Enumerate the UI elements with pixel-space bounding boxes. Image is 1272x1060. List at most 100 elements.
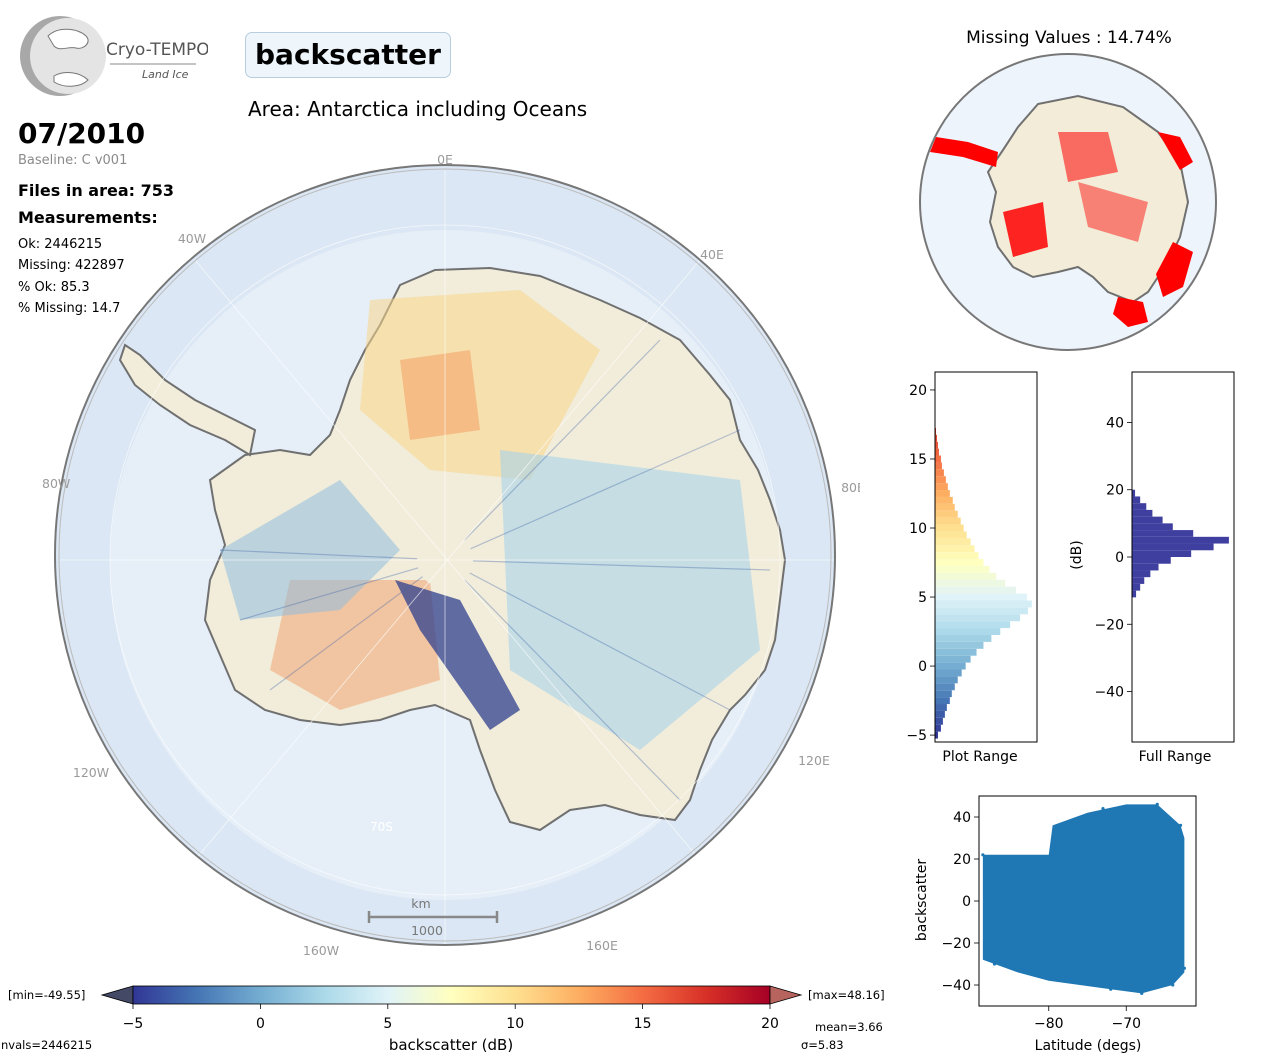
colorbar-label: backscatter (dB) [389,1036,513,1054]
colorbar-tick-label: 15 [634,1016,652,1032]
scale-unit: km [411,896,430,911]
histogram-bar [935,621,1011,629]
histogram-bar [935,455,941,463]
scatter-point [1016,920,1020,924]
full-range-label: Full Range [1139,749,1212,765]
histogram-tick-label: 40 [1106,415,1124,431]
histogram-bar [935,704,947,711]
missing-south-coast [1113,297,1148,327]
histogram-bar [935,635,992,642]
histogram-bar [935,565,990,573]
colorbar-tick-label: 5 [383,1016,392,1032]
data-swath-east [500,450,760,750]
histogram-bar [1132,543,1214,551]
histogram-bar [935,496,953,504]
histogram-bar [935,586,1017,594]
histogram-bar [935,559,984,566]
histogram-bar [935,538,971,546]
histogram-tick-label: 15 [909,452,927,468]
histogram-bar [935,524,964,532]
lon-label-40w: 40W [178,231,206,246]
scatter-point [1182,966,1186,970]
scatter-ytick-label: −40 [941,978,971,994]
scatter-point [1000,888,1004,893]
colorbar-sigma: σ=5.83 [801,1038,844,1052]
colorbar-under-arrow [100,985,134,1005]
date-label: 07/2010 [18,117,146,150]
histogram-bar [1132,496,1141,504]
plot-range-histogram: −5 0 5 10 15 20 Plot Range [906,371,1038,765]
histogram-bar [935,552,979,560]
missing-values-map [919,53,1217,351]
scatter-point [1109,987,1113,991]
full-range-histogram: −40 −20 0 20 40 (dB) Full Range [1069,371,1235,765]
histogram-tick-label: −40 [1094,685,1124,701]
colorbar-max-label: [max=48.16] [808,988,885,1002]
scatter-ytick-label: 0 [962,894,971,910]
missing-southeast-coast [1156,242,1193,297]
colorbar-tick-label: 10 [506,1016,524,1032]
scatter-point [1051,972,1055,977]
histogram-bar [935,683,955,691]
scatter-xlabel: Latitude (degs) [1035,1038,1142,1054]
histogram-bar [935,628,1001,636]
histogram-bar [935,717,943,725]
measurements-heading: Measurements: [18,208,158,227]
scatter-point [1116,958,1121,962]
histogram-bar [935,510,958,518]
histogram-tick-label: 0 [1115,550,1124,566]
scatter-point [1163,846,1167,851]
scatter-point [1031,874,1035,878]
colorbar-nvals: nvals=2446215 [1,1038,92,1052]
colorbar-tick-label: 0 [256,1016,265,1032]
colorbar-gradient [132,985,771,1005]
histogram-bar [935,476,946,484]
histogram-bar [935,676,958,684]
histogram-bar [1132,530,1194,537]
scatter-ytick-label: 20 [953,852,971,868]
histogram-bar [1132,590,1137,598]
histogram-bar [1132,550,1192,557]
missing-values-title: Missing Values : 14.74% [966,28,1172,48]
missing-north-interior [1058,132,1118,182]
histogram-bar [935,572,997,580]
histogram-bar [1132,570,1151,578]
scatter-point [992,962,997,966]
colorbar-tick-label: 20 [761,1016,779,1032]
scatter-point [1062,823,1066,827]
scatter-point [1171,983,1175,987]
lon-label-40e: 40E [700,247,724,262]
cryo-tempo-logo: Cryo-TEMPO Land Ice [20,16,208,96]
histogram-bar [935,483,948,491]
scatter-xtick-label: −80 [1034,1016,1064,1032]
data-swath-central [220,480,400,620]
logo-subtitle: Land Ice [142,68,189,81]
logo-name: Cryo-TEMPO [106,40,208,60]
histogram-tick-label: 5 [918,590,927,606]
scatter-point [1093,811,1097,815]
histogram-bar [935,648,977,656]
plot-range-label: Plot Range [942,749,1017,765]
scatter-point [1147,930,1152,935]
colorbar-mean: mean=3.66 [815,1020,883,1034]
histogram-tick-label: −20 [1094,617,1124,633]
histogram-bar [935,469,944,477]
lon-label-0e: 0E [437,152,453,167]
missing-east-interior [1078,182,1148,242]
stat-missing: Missing: 422897 [18,258,125,273]
histogram-bar [935,441,938,449]
scatter-density [982,804,1185,994]
histogram-bar [1132,557,1171,564]
histogram-bar [935,545,975,553]
histogram-bar [935,669,962,677]
colorbar: −5 0 5 10 15 20 [min=-49.55] [max=48.16] mean… [1,985,885,1054]
histogram-tick-label: 20 [909,383,927,399]
histogram-bar [1132,523,1173,531]
histogram-bar [935,641,984,649]
colorbar-over-arrow [769,985,803,1005]
lon-label-80e: 80E [841,480,860,495]
main-polar-map: 0E 40E 80E 120E 160E 160W 120W 80W 40W 7… [42,152,860,958]
histogram-tick-label: −5 [906,728,927,744]
scatter-ytick-label: 40 [953,810,971,826]
lon-label-120e: 120E [798,753,830,768]
